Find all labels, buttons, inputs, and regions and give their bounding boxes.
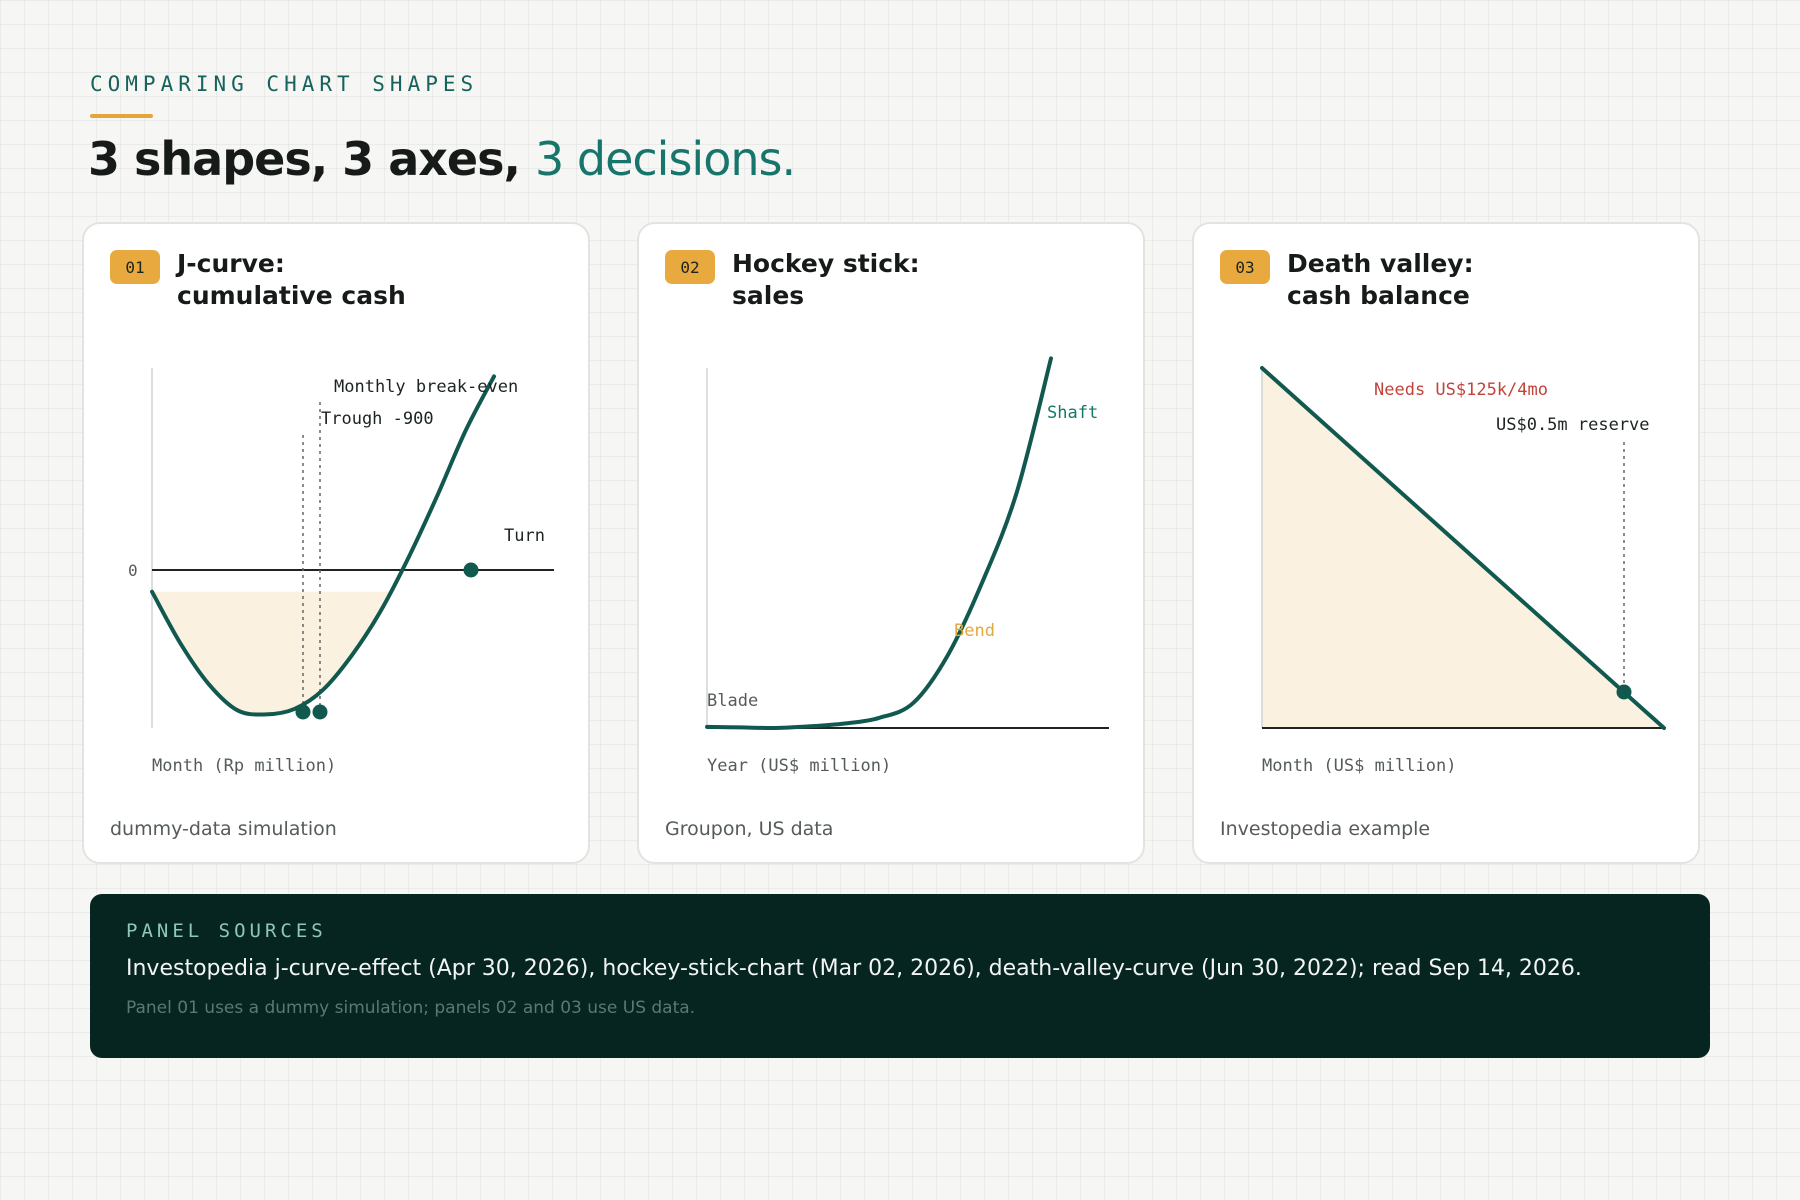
hockey-stick-chart: Blade Bend Shaft Year (US$ million) bbox=[705, 356, 1109, 776]
panel-title-line2: cumulative cash bbox=[177, 281, 406, 310]
panel-sources: PANEL SOURCES Investopedia j-curve-effec… bbox=[90, 894, 1710, 1058]
panel-title-line2: cash balance bbox=[1287, 281, 1470, 310]
j-curve-zero-tick: 0 bbox=[128, 561, 138, 580]
death-valley-line bbox=[1260, 366, 1666, 730]
panel-number-badge: 02 bbox=[665, 250, 715, 284]
death-valley-reserve-point bbox=[1616, 684, 1632, 700]
panel-j-curve: 0 Monthly break-even Trough -900 Turn Mo… bbox=[82, 222, 590, 864]
sources-text: Investopedia j-curve-effect (Apr 30, 202… bbox=[126, 956, 1582, 981]
j-curve-break-even-point bbox=[312, 704, 328, 720]
hockey-stick-shaft-label: Shaft bbox=[1047, 403, 1098, 423]
page-title-main: 3 shapes, 3 axes, bbox=[88, 132, 521, 186]
death-valley-burn-label: Needs US$125k/4mo bbox=[1374, 380, 1548, 400]
eyebrow-underline bbox=[90, 114, 153, 118]
panel-title: Death valley: cash balance bbox=[1287, 248, 1667, 312]
panel-title: J-curve: cumulative cash bbox=[177, 248, 557, 312]
hockey-stick-line bbox=[705, 356, 1053, 731]
panel-footnote: Groupon, US data bbox=[665, 818, 834, 840]
j-curve-x-label: Month (Rp million) bbox=[152, 756, 336, 776]
sources-note: Panel 01 uses a dummy simulation; panels… bbox=[126, 998, 696, 1018]
page-title-accent: 3 decisions. bbox=[535, 132, 796, 186]
panel-title-line1: Hockey stick: bbox=[732, 249, 920, 278]
death-valley-x-label: Month (US$ million) bbox=[1262, 756, 1456, 776]
panel-title-line1: J-curve: bbox=[177, 249, 285, 278]
j-curve-turn-point bbox=[463, 562, 479, 578]
panel-title: Hockey stick: sales bbox=[732, 248, 1112, 312]
j-curve-trough-point bbox=[295, 704, 311, 720]
eyebrow-label: COMPARING CHART SHAPES bbox=[90, 72, 479, 96]
j-curve-turn-label: Turn bbox=[504, 526, 545, 546]
panel-number-badge: 03 bbox=[1220, 250, 1270, 284]
panel-title-line2: sales bbox=[732, 281, 805, 310]
hockey-stick-bend-label: Bend bbox=[954, 621, 995, 641]
panel-death-valley: Needs US$125k/4mo US$0.5m reserve Month … bbox=[1192, 222, 1700, 864]
death-valley-chart: Needs US$125k/4mo US$0.5m reserve Month … bbox=[1260, 366, 1666, 776]
hockey-stick-x-label: Year (US$ million) bbox=[707, 756, 891, 776]
j-curve-chart: 0 Monthly break-even Trough -900 Turn Mo… bbox=[128, 368, 554, 776]
panel-title-line1: Death valley: bbox=[1287, 249, 1474, 278]
sources-label: PANEL SOURCES bbox=[126, 920, 327, 942]
j-curve-break-even-label: Monthly break-even bbox=[334, 377, 518, 397]
panel-footnote: Investopedia example bbox=[1220, 818, 1431, 840]
death-valley-reserve-label: US$0.5m reserve bbox=[1496, 415, 1650, 435]
panel-footnote: dummy-data simulation bbox=[110, 818, 337, 840]
page-title: 3 shapes, 3 axes, 3 decisions. bbox=[88, 132, 796, 186]
hockey-stick-blade-label: Blade bbox=[707, 691, 758, 711]
j-curve-trough-label: Trough -900 bbox=[321, 409, 434, 429]
panel-hockey-stick: Blade Bend Shaft Year (US$ million) 02 H… bbox=[637, 222, 1145, 864]
j-curve-line bbox=[150, 374, 496, 717]
j-curve-area bbox=[152, 591, 391, 715]
panel-number-badge: 01 bbox=[110, 250, 160, 284]
